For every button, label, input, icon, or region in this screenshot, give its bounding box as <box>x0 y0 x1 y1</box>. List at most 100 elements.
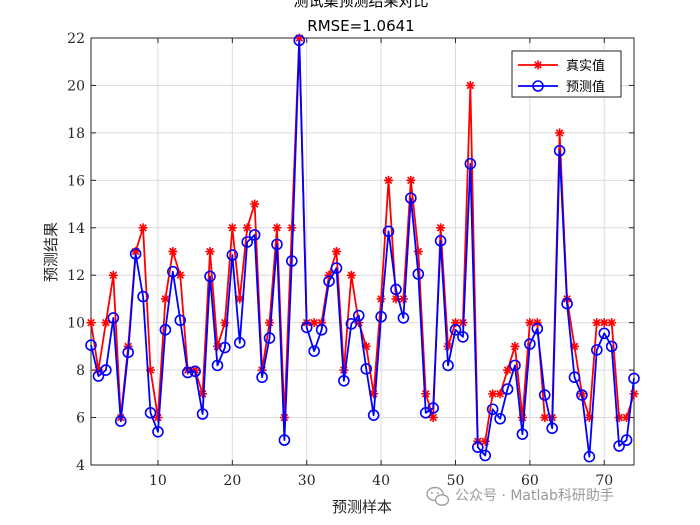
y-tick-label: 22 <box>67 31 85 47</box>
data-point-predicted <box>219 341 231 354</box>
data-point-predicted <box>405 192 417 204</box>
data-point-predicted <box>278 434 291 446</box>
plot-frame <box>90 37 635 466</box>
legend-label-predicted: 预测值 <box>566 79 605 95</box>
data-point-actual <box>160 294 170 304</box>
data-point-predicted <box>159 323 172 336</box>
data-point-predicted <box>211 359 224 372</box>
data-point-predicted <box>330 262 343 274</box>
data-point-actual <box>287 223 297 233</box>
data-point-actual <box>376 294 386 304</box>
data-point-actual <box>555 128 565 138</box>
data-point-actual <box>86 318 96 328</box>
data-point-predicted <box>605 340 618 353</box>
y-tick-label: 20 <box>67 78 85 94</box>
data-point-actual <box>227 223 237 233</box>
watermark-text: 公众号 · Matlab科研助手 <box>455 488 614 504</box>
data-point-predicted <box>241 236 254 248</box>
data-point-predicted <box>263 332 276 344</box>
data-point-predicted <box>583 450 596 463</box>
data-point-predicted <box>427 402 439 414</box>
data-point-actual <box>265 318 275 328</box>
data-point-predicted <box>233 337 246 349</box>
y-tick-label: 18 <box>67 126 85 142</box>
chart-subtitle: RMSE=1.0641 <box>307 17 414 35</box>
legend-asterisk-marker <box>533 60 543 70</box>
watermark: 公众号 · Matlab科研助手 <box>426 486 614 506</box>
y-tick-label: 4 <box>76 458 85 474</box>
data-point-predicted <box>620 434 633 446</box>
data-point-actual <box>592 318 602 328</box>
data-point-predicted <box>122 346 134 359</box>
data-point-predicted <box>226 249 239 261</box>
y-axis-label: 预测结果 <box>42 222 60 282</box>
chart-title: 测试集预测结果对比 <box>293 0 428 10</box>
y-tick-label: 16 <box>67 173 85 189</box>
legend: 真实值 预测值 <box>511 50 622 98</box>
data-point-predicted <box>628 372 640 385</box>
data-point-predicted <box>196 408 209 420</box>
data-point-predicted <box>479 449 492 462</box>
data-point-predicted <box>501 383 514 395</box>
data-point-predicted <box>367 409 380 421</box>
data-point-actual <box>205 247 215 256</box>
data-point-predicted <box>449 323 462 336</box>
data-point-actual <box>503 365 513 375</box>
data-point-predicted <box>352 309 365 322</box>
data-point-predicted <box>613 440 625 452</box>
data-point-predicted <box>300 321 313 334</box>
x-tick-label: 50 <box>447 473 465 489</box>
y-tick-label: 10 <box>67 316 85 332</box>
data-point-predicted <box>553 144 566 157</box>
x-tick-label: 70 <box>595 473 613 489</box>
data-point-predicted <box>538 389 551 401</box>
data-point-actual <box>517 413 527 423</box>
data-point-predicted <box>315 323 328 336</box>
legend-marker-predicted <box>532 80 544 92</box>
data-point-predicted <box>576 389 588 401</box>
data-point-actual <box>510 341 520 351</box>
x-tick-label: 10 <box>149 473 167 489</box>
data-point-predicted <box>442 359 454 372</box>
data-point-predicted <box>286 255 298 267</box>
x-tick-label: 30 <box>298 473 316 489</box>
data-point-predicted <box>382 225 395 238</box>
data-point-predicted <box>494 412 506 425</box>
data-point-predicted <box>338 374 350 387</box>
data-point-predicted <box>531 322 544 335</box>
data-point-predicted <box>293 34 306 47</box>
data-point-predicted <box>591 344 603 356</box>
series-markers-predicted <box>85 34 640 463</box>
data-point-predicted <box>323 275 335 287</box>
data-point-predicted <box>568 371 581 384</box>
data-point-predicted <box>129 248 142 260</box>
legend-circle-marker <box>532 80 544 92</box>
legend-label-actual: 真实值 <box>566 58 605 74</box>
series <box>85 33 640 463</box>
data-point-predicted <box>114 415 127 427</box>
data-point-predicted <box>375 310 387 323</box>
y-tick-label: 8 <box>76 363 85 379</box>
data-point-predicted <box>181 366 194 379</box>
data-point-predicted <box>256 371 268 384</box>
data-point-actual <box>495 389 505 399</box>
data-point-predicted <box>174 314 187 327</box>
data-point-actual <box>190 365 200 375</box>
data-point-actual <box>488 389 498 399</box>
data-point-predicted <box>598 327 611 340</box>
legend-box <box>511 50 622 98</box>
data-point-actual <box>421 389 431 399</box>
data-point-predicted <box>308 345 320 357</box>
data-point-predicted <box>152 425 164 438</box>
data-point-predicted <box>524 338 536 350</box>
data-point-actual <box>108 270 118 280</box>
data-point-predicted <box>271 238 283 251</box>
x-axis-label: 预测样本 <box>332 498 392 516</box>
data-point-actual <box>406 175 416 185</box>
data-point-predicted <box>107 312 120 324</box>
data-point-actual <box>384 175 394 185</box>
data-point-predicted <box>412 268 425 280</box>
data-point-actual <box>465 80 475 90</box>
data-point-predicted <box>509 359 521 372</box>
data-point-actual <box>250 199 260 209</box>
